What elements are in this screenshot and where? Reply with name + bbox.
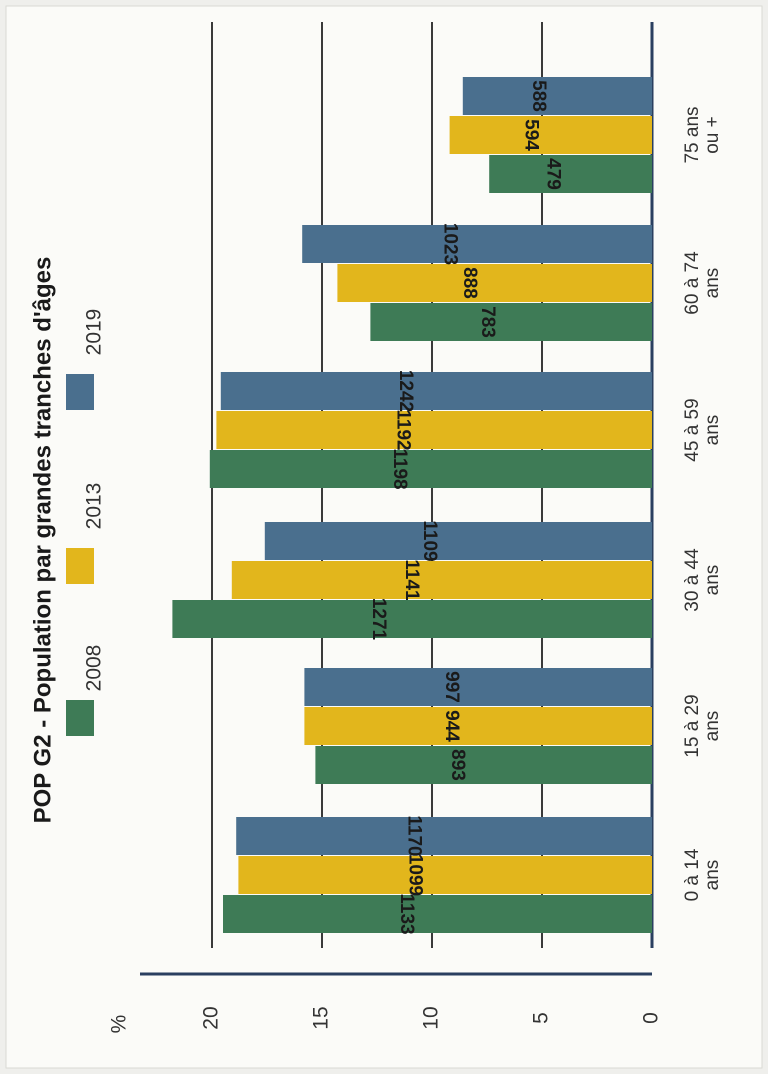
legend-swatch — [66, 374, 94, 410]
bar — [337, 264, 652, 302]
bar-value-label: 1198 — [389, 448, 410, 489]
bar-value-label: 1099 — [405, 854, 426, 896]
category-label: 0 à 14ans — [682, 848, 723, 901]
category-label-line: 45 à 59 — [682, 398, 703, 461]
y-tick-label: 15 — [310, 1006, 333, 1029]
bar-value-label: 1242 — [395, 370, 416, 412]
bar-value-label: 588 — [528, 80, 549, 112]
category-label-line: ans — [702, 415, 723, 446]
bar — [489, 155, 652, 193]
bar-value-label: 1109 — [419, 520, 440, 561]
category-label-line: 60 à 74 — [682, 251, 703, 315]
category-label-line: 75 ans — [682, 106, 703, 163]
bar — [238, 856, 652, 894]
category-label-line: ans — [702, 565, 723, 596]
bar-value-label: 1141 — [401, 559, 422, 601]
bar — [264, 522, 652, 560]
bar-value-label: 1133 — [396, 893, 417, 934]
category-label-line: ou + — [702, 116, 723, 154]
category-label: 60 à 74ans — [682, 251, 723, 315]
category-label: 30 à 44ans — [682, 548, 723, 612]
bar — [462, 77, 652, 115]
bar-value-label: 594 — [521, 119, 542, 151]
bar — [302, 225, 652, 263]
category-label-line: 30 à 44 — [682, 548, 703, 612]
category-label-line: ans — [702, 268, 723, 299]
bar-group: 893 944 997 — [304, 668, 652, 784]
bar — [370, 303, 652, 341]
chart-title: POP G2 - Population par grandes tranches… — [29, 257, 56, 824]
bar — [209, 450, 653, 488]
bar — [216, 411, 652, 449]
bar-value-label: 944 — [441, 710, 462, 742]
bar — [236, 817, 652, 855]
y-tick-label: 10 — [420, 1006, 443, 1029]
bar — [172, 600, 652, 638]
category-label-line: 0 à 14 — [682, 848, 703, 901]
category-label-line: ans — [702, 711, 723, 742]
bar — [304, 668, 652, 706]
legend-label: 2019 — [83, 309, 106, 356]
bar-value-label: 1170 — [403, 815, 424, 856]
category-label-line: 15 à 29 — [682, 694, 703, 757]
bar — [449, 116, 652, 154]
y-tick-label: 5 — [530, 1012, 553, 1024]
y-tick-label: 20 — [200, 1006, 223, 1029]
category-label-line: ans — [702, 860, 723, 891]
bar — [304, 707, 652, 745]
legend-label: 2013 — [83, 483, 106, 530]
legend-swatch — [66, 548, 94, 584]
bar — [315, 746, 652, 784]
legend-label: 2008 — [83, 645, 106, 692]
bar-value-label: 1192 — [392, 409, 413, 450]
category-label: 15 à 29ans — [682, 694, 723, 757]
category-label: 75 ansou + — [682, 106, 723, 163]
y-tick-label: 0 — [640, 1012, 663, 1024]
bar — [231, 561, 653, 599]
bar-value-label: 1023 — [440, 223, 461, 265]
category-label: 45 à 59ans — [682, 398, 723, 461]
bar-value-label: 997 — [441, 671, 462, 703]
bar — [223, 895, 652, 933]
bar-value-label: 479 — [542, 158, 563, 190]
legend-swatch — [66, 700, 94, 736]
y-axis-unit-label: % — [108, 1015, 131, 1034]
bar-value-label: 783 — [477, 306, 498, 338]
legend: 2008 2013 2019 — [66, 309, 106, 736]
bar-value-label: 888 — [459, 267, 480, 299]
bar — [220, 372, 653, 410]
bar-value-label: 893 — [447, 749, 468, 781]
bar-value-label: 1271 — [368, 598, 389, 641]
